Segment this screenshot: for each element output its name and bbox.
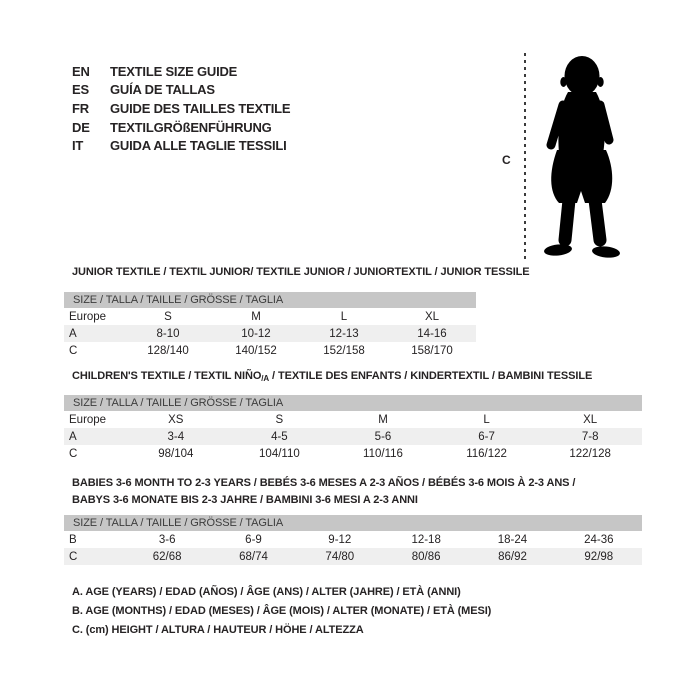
table-cell: S [164,310,172,323]
table-cell: 3-6 [158,533,176,546]
row-label: B [69,533,77,546]
language-label: GUIDE DES TAILLES TEXTILE [110,100,291,116]
size-header-label: SIZE / TALLA / TAILLE / GRÖSSE / TAGLIA [73,517,284,529]
size-header-band: SIZE / TALLA / TAILLE / GRÖSSE / TAGLIA [64,395,642,411]
table-cell: 10-12 [241,327,271,340]
note-line-b: B. AGE (MONTHS) / EDAD (MESES) / ÂGE (MO… [72,605,492,617]
table-cell: M [378,413,388,426]
table-cell: 6-9 [245,533,262,546]
section-heading-babies-line2: BABYS 3-6 MONATE BIS 2-3 JAHRE / BAMBINI… [72,494,418,506]
language-code: FR [72,100,89,116]
table-cell: 86/92 [498,550,527,563]
table-cell: 116/122 [466,447,507,460]
size-header-band: SIZE / TALLA / TAILLE / GRÖSSE / TAGLIA [64,515,642,531]
table-cell: 140/152 [235,344,277,357]
table-row: B 3-6 6-9 9-12 12-18 18-24 24-36 [64,531,642,548]
language-row: ES GUÍA DE TALLAS [72,81,290,100]
language-code: EN [72,63,90,79]
table-row: Europe XS S M L XL [64,411,642,428]
table-cell: 80/86 [411,550,441,563]
babies-size-table: SIZE / TALLA / TAILLE / GRÖSSE / TAGLIA … [64,515,642,565]
language-code: ES [72,82,89,98]
heading-part: CHILDREN'S TEXTILE / TEXTIL NIÑO [72,370,262,382]
table-cell: XL [583,413,598,426]
row-label: C [69,447,78,460]
language-code: IT [72,138,84,154]
section-heading-children: CHILDREN'S TEXTILE / TEXTIL NIÑO/A / TEX… [72,370,592,383]
heading-part: / TEXTILE DES ENFANTS / KINDERTEXTIL / B… [269,370,593,382]
table-cell: 18-24 [497,533,528,546]
size-header-label: SIZE / TALLA / TAILLE / GRÖSSE / TAGLIA [73,397,284,409]
table-row: A 8-10 10-12 12-13 14-16 [64,325,476,342]
table-cell: 4-5 [271,430,288,443]
table-cell: 14-16 [417,327,447,340]
table-cell: 3-4 [167,430,185,443]
language-label: TEXTILE SIZE GUIDE [110,63,238,79]
table-cell: 128/140 [147,344,189,357]
height-measure-line [524,53,526,263]
table-cell: 68/74 [239,550,268,563]
size-header-label: SIZE / TALLA / TAILLE / GRÖSSE / TAGLIA [73,294,284,306]
table-cell: 152/158 [323,344,365,357]
table-cell: 12-18 [411,533,441,546]
language-label: TEXTILGRÖßENFÜHRUNG [110,119,272,135]
language-row: EN TEXTILE SIZE GUIDE [72,62,290,81]
table-cell: 8-10 [156,327,180,340]
language-label: GUIDA ALLE TAGLIE TESSILI [110,138,287,154]
table-row: Europe S M L XL [64,308,476,325]
row-label: A [69,327,77,340]
table-cell: L [340,310,348,323]
junior-size-table: SIZE / TALLA / TAILLE / GRÖSSE / TAGLIA … [64,292,476,359]
size-header-band: SIZE / TALLA / TAILLE / GRÖSSE / TAGLIA [64,292,476,308]
table-row: C 62/68 68/74 74/80 80/86 86/92 92/98 [64,548,642,565]
language-label: GUÍA DE TALLAS [110,82,215,98]
baby-silhouette-icon [532,50,636,267]
table-cell: 104/110 [259,447,300,460]
table-cell: 74/80 [325,550,355,563]
note-line-c: C. (cm) HEIGHT / ALTURA / HAUTEUR / HÖHE… [72,624,364,636]
table-cell: XS [168,413,184,426]
table-cell: 110/116 [363,447,403,460]
table-row: C 128/140 140/152 152/158 158/170 [64,342,476,359]
table-cell: 12-13 [329,327,359,340]
language-row: IT GUIDA ALLE TAGLIE TESSILI [72,136,290,155]
table-cell: XL [424,310,440,323]
table-cell: S [275,413,284,426]
row-label: Europe [69,310,107,323]
table-cell: 158/170 [411,344,453,357]
figure-measure-label: C [502,153,511,167]
table-row: A 3-4 4-5 5-6 6-7 7-8 [64,428,642,445]
heading-subscript: /A [261,374,270,383]
table-cell: 24-36 [584,533,614,546]
table-cell: 9-12 [328,533,352,546]
row-label: A [69,430,77,443]
table-cell: 92/98 [584,550,614,563]
language-list: EN TEXTILE SIZE GUIDE ES GUÍA DE TALLAS … [72,62,291,155]
row-label: Europe [69,413,107,426]
row-label: C [69,550,78,563]
language-row: DE TEXTILGRÖßENFÜHRUNG [72,118,290,137]
language-code: DE [72,119,90,135]
table-cell: 98/104 [158,447,194,460]
section-heading-babies-line1: BABIES 3-6 MONTH TO 2-3 YEARS / BEBÉS 3-… [72,477,576,489]
table-cell: 5-6 [374,430,392,443]
language-row: FR GUIDE DES TAILLES TEXTILE [72,99,291,118]
table-cell: 122/128 [569,447,611,460]
section-heading-junior: JUNIOR TEXTILE / TEXTIL JUNIOR/ TEXTILE … [72,266,530,278]
table-cell: 6-7 [478,430,495,443]
table-cell: 7-8 [581,430,599,443]
table-cell: L [483,413,490,426]
table-cell: 62/68 [152,550,182,563]
children-size-table: SIZE / TALLA / TAILLE / GRÖSSE / TAGLIA … [64,395,642,462]
note-line-a: A. AGE (YEARS) / EDAD (AÑOS) / ÂGE (ANS)… [72,586,461,598]
table-cell: M [251,310,261,323]
row-label: C [69,344,78,357]
table-row: C 98/104 104/110 110/116 116/122 122/128 [64,445,642,462]
